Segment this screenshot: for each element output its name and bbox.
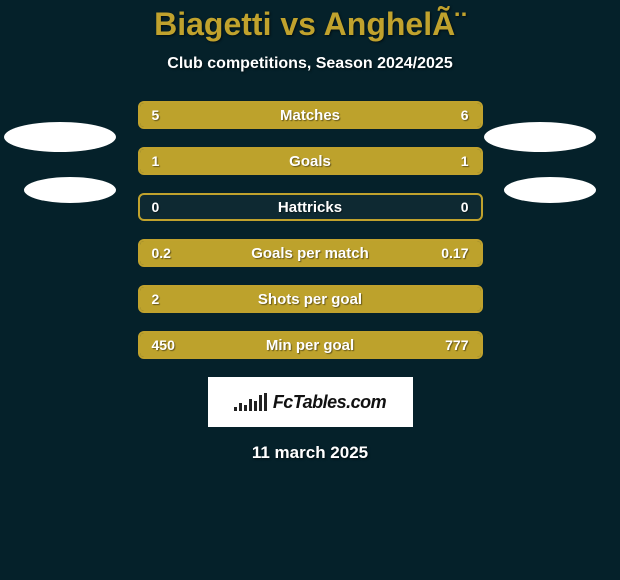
stat-label: Matches <box>140 103 481 127</box>
fctables-logo: FcTables.com <box>208 377 413 427</box>
stat-label: Min per goal <box>140 333 481 357</box>
stat-label: Goals <box>140 149 481 173</box>
logo-text: FcTables.com <box>273 392 386 413</box>
stat-value-left: 0.2 <box>152 241 171 265</box>
stat-row: Matches5 6 <box>138 101 483 129</box>
date-label: 11 march 2025 <box>0 443 620 463</box>
logo-bars-icon <box>234 393 267 411</box>
stat-row: Goals1 1 <box>138 147 483 175</box>
stat-value-left: 0 <box>152 195 160 219</box>
stat-row: Hattricks0 0 <box>138 193 483 221</box>
subtitle: Club competitions, Season 2024/2025 <box>0 55 620 73</box>
stat-value-right: 777 <box>445 333 468 357</box>
decorative-ellipse <box>484 122 596 152</box>
stat-value-right: 0 <box>461 195 469 219</box>
decorative-ellipse <box>4 122 116 152</box>
stat-value-left: 5 <box>152 103 160 127</box>
stat-value-left: 450 <box>152 333 175 357</box>
stat-value-right: 6 <box>461 103 469 127</box>
stat-value-left: 2 <box>152 287 160 311</box>
stat-value-right: 1 <box>461 149 469 173</box>
decorative-ellipse <box>504 177 596 203</box>
stat-value-right: 0.17 <box>441 241 468 265</box>
stat-label: Hattricks <box>140 195 481 219</box>
decorative-ellipse <box>24 177 116 203</box>
stat-value-left: 1 <box>152 149 160 173</box>
comparison-infographic: Biagetti vs AnghelÃ¨ Club competitions, … <box>0 0 620 580</box>
stat-row: Min per goal450 777 <box>138 331 483 359</box>
page-title: Biagetti vs AnghelÃ¨ <box>0 0 620 43</box>
stat-row: Shots per goal2 <box>138 285 483 313</box>
stat-row: Goals per match0.2 0.17 <box>138 239 483 267</box>
stat-label: Shots per goal <box>140 287 481 311</box>
stat-label: Goals per match <box>140 241 481 265</box>
